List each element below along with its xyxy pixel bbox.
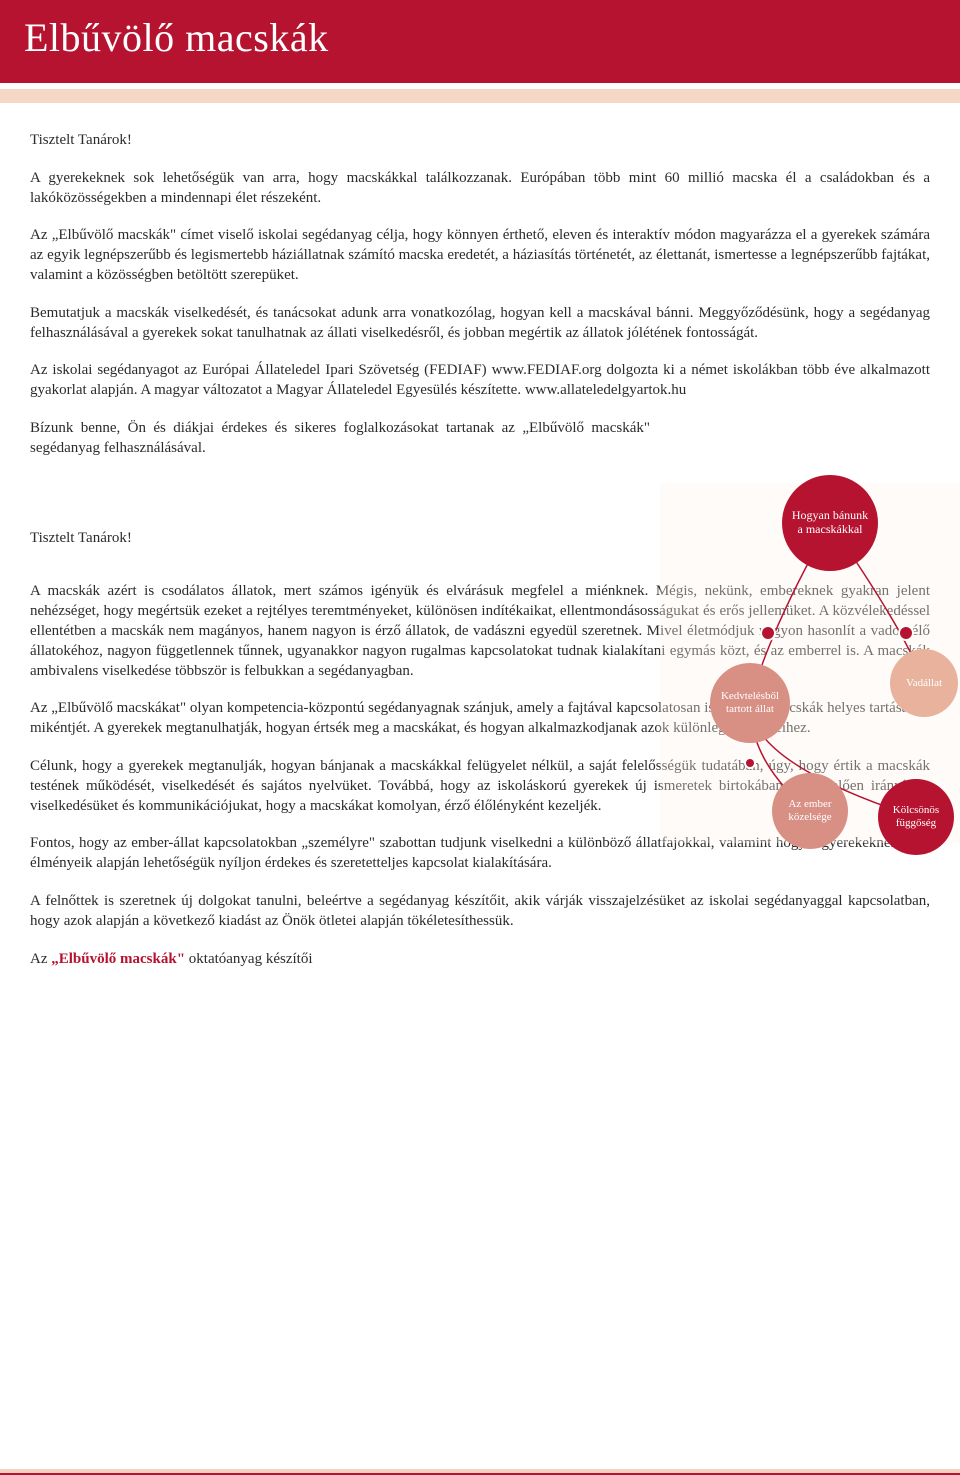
intro-para-2: Az „Elbűvölő macskák" címet viselő iskol… bbox=[30, 226, 930, 285]
authors-title-red: „Elbűvölő macskák" bbox=[51, 951, 185, 967]
page-title: Elbűvölő macskák bbox=[24, 14, 936, 61]
header-band: Elbűvölő macskák bbox=[0, 0, 960, 83]
closing-top: Bízunk benne, Ön és diákjai érdekes és s… bbox=[30, 419, 650, 459]
greeting-1: Tisztelt Tanárok! bbox=[30, 131, 930, 151]
intro-para-4: Az iskolai segédanyagot az Európai Állat… bbox=[30, 361, 930, 401]
authors-suffix: oktatóanyag készítői bbox=[185, 951, 312, 967]
main-content: Tisztelt Tanárok! A gyerekeknek sok lehe… bbox=[0, 103, 960, 1007]
footer-band bbox=[0, 1469, 960, 1475]
mindmap-node: Kölcsönös függőség bbox=[878, 779, 954, 855]
mindmap-diagram: Hogyan bánunk a macskákkalKedvtelésből t… bbox=[660, 483, 960, 843]
mindmap-node: Az ember közelsége bbox=[772, 773, 848, 849]
mindmap-node: Vadállat bbox=[890, 649, 958, 717]
mindmap-node: Hogyan bánunk a macskákkal bbox=[782, 475, 878, 571]
body-para-5: A felnőttek is szeretnek új dolgokat tan… bbox=[30, 892, 930, 932]
mindmap-node: Kedvtelésből tartott állat bbox=[710, 663, 790, 743]
authors-line: Az „Elbűvölő macskák" oktatóanyag készít… bbox=[30, 950, 930, 970]
header-subband bbox=[0, 83, 960, 103]
authors-prefix: Az bbox=[30, 951, 51, 967]
intro-para-1: A gyerekeknek sok lehetőségük van arra, … bbox=[30, 169, 930, 209]
intro-para-3: Bemutatjuk a macskák viselkedését, és ta… bbox=[30, 304, 930, 344]
